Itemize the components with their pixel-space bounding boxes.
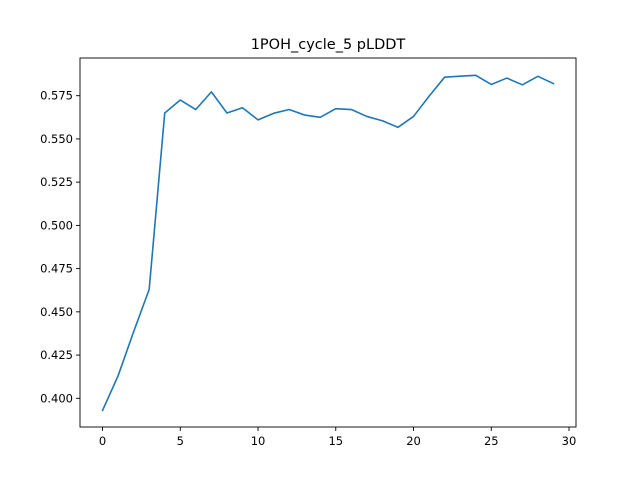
y-tick-label: 0.400	[40, 391, 73, 405]
x-tick-label: 0	[99, 434, 106, 448]
x-tick-label: 20	[406, 434, 421, 448]
plot-area: 0 5 10 15 20 25 30 0.400 0.425 0.450 0.475 0.500 0.5…	[40, 57, 577, 448]
y-tick-label: 0.525	[40, 175, 73, 189]
x-tick-label: 25	[484, 434, 499, 448]
chart-title: 1POH_cycle_5 pLDDT	[251, 37, 406, 53]
y-tick-label: 0.450	[40, 305, 73, 319]
axes-frame	[79, 57, 577, 428]
x-tick-label: 10	[251, 434, 266, 448]
x-tick-label: 5	[177, 434, 184, 448]
y-tick-label: 0.475	[40, 262, 73, 276]
y-tick-label: 0.500	[40, 218, 73, 232]
data-series-line-0	[101, 74, 555, 412]
y-tick-label: 0.575	[40, 89, 73, 103]
x-tick-label: 15	[328, 434, 343, 448]
y-tick-label: 0.425	[40, 348, 73, 362]
y-tick-label: 0.550	[40, 132, 73, 146]
x-tick-label: 30	[562, 434, 577, 448]
